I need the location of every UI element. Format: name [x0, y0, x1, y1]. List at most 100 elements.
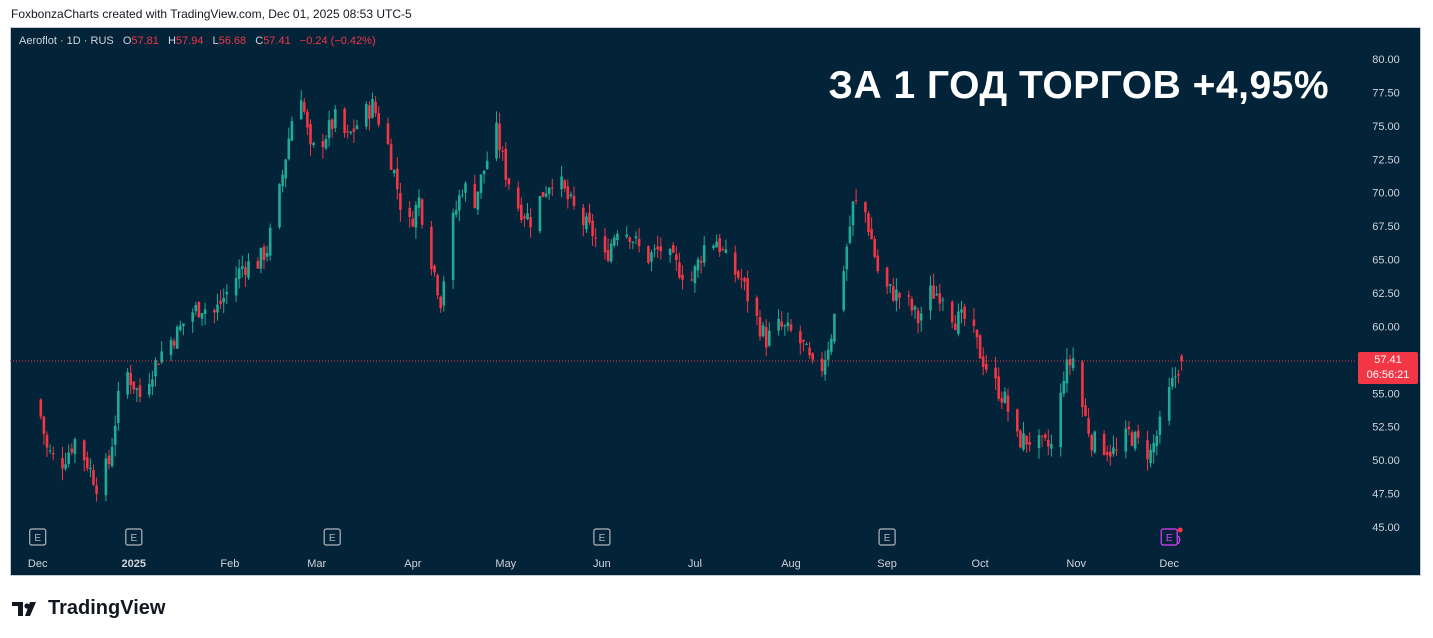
candle-body-213 [960, 309, 963, 313]
chart-pane[interactable] [10, 27, 1421, 576]
candle-body-193 [873, 238, 876, 257]
candle-body-199 [898, 293, 901, 298]
candle-body-98 [461, 194, 464, 196]
candle-body-236 [1062, 381, 1066, 394]
candle-body-74 [355, 125, 359, 129]
candle-body-38 [200, 313, 204, 319]
candle-body-113 [526, 213, 529, 220]
candle-body-170 [777, 318, 780, 331]
candle-body-95 [451, 212, 455, 281]
candle-body-175 [799, 331, 802, 344]
candle-body-259 [1158, 416, 1162, 436]
candle-body-101 [476, 191, 480, 210]
earnings-marker-4 [878, 528, 896, 546]
candle-body-189 [854, 199, 858, 201]
candle-body-223 [1003, 391, 1007, 403]
candle-body-96 [454, 210, 458, 215]
high-value: 57.94 [175, 35, 204, 47]
candle-body-183 [830, 338, 833, 352]
candle-body-81 [389, 144, 393, 170]
dividend-curve-icon [1177, 535, 1181, 545]
candle-body-156 [715, 241, 718, 248]
earnings-marker-0 [29, 528, 47, 546]
candle-body-103 [482, 170, 486, 175]
candle-body-146 [671, 245, 675, 253]
candle-body-148 [678, 262, 681, 278]
candle-body-0 [39, 399, 43, 417]
open-label: O [122, 35, 132, 47]
candle-body-104 [485, 160, 489, 169]
candle-body-133 [613, 237, 616, 246]
candle-body-257 [1152, 442, 1155, 453]
y-tick-label-12: 75.00 [1372, 121, 1400, 133]
candle-body-169 [768, 330, 771, 346]
candle-body-14 [95, 485, 98, 494]
candle-body-204 [919, 313, 923, 321]
candle-body-144 [659, 246, 663, 252]
y-tick-label-1: 47.50 [1372, 489, 1400, 501]
candle-body-238 [1068, 359, 1072, 366]
symbol-label[interactable]: Aeroflot · 1D · RUS [19, 35, 114, 47]
candle-body-132 [609, 243, 613, 262]
candle-body-138 [634, 236, 638, 239]
candle-body-91 [433, 265, 436, 273]
candle-body-162 [740, 278, 743, 280]
candle-body-240 [1081, 362, 1084, 408]
candle-body-116 [541, 192, 545, 198]
candle-body-181 [823, 360, 827, 375]
candle-body-78 [374, 101, 377, 114]
candle-body-83 [396, 168, 399, 190]
candle-body-176 [802, 339, 805, 342]
candle-body-24 [138, 385, 142, 397]
candle-body-149 [681, 274, 684, 280]
candle-body-71 [346, 131, 349, 133]
candle-body-200 [907, 295, 911, 297]
candle-body-135 [625, 234, 628, 237]
candle-body-94 [442, 281, 446, 306]
candle-body-89 [420, 199, 424, 225]
candle-body-197 [892, 286, 895, 301]
candle-body-153 [699, 260, 703, 263]
candle-body-262 [1174, 376, 1177, 378]
candlestick-chart[interactable]: 45.0047.5050.0052.5055.0057.5060.0062.50… [10, 27, 1421, 576]
candle-body-247 [1109, 451, 1112, 457]
candle-body-264 [1180, 355, 1183, 362]
candle-body-115 [538, 196, 542, 232]
y-tick-label-11: 72.50 [1372, 154, 1400, 166]
candle-body-9 [73, 439, 77, 454]
candle-body-190 [864, 202, 867, 213]
candle-body-224 [1006, 395, 1010, 412]
candle-body-173 [786, 322, 790, 327]
candle-body-114 [529, 217, 532, 228]
tradingview-logo[interactable]: TradingView [12, 597, 165, 620]
candle-body-205 [929, 285, 932, 311]
x-tick-label-6: Jun [593, 558, 611, 570]
candle-body-34 [182, 323, 185, 327]
candle-body-26 [151, 379, 154, 387]
candle-body-209 [941, 299, 945, 301]
candle-body-167 [761, 325, 765, 337]
earnings-marker-label-2: E [329, 533, 336, 544]
y-tick-label-0: 45.00 [1372, 522, 1400, 534]
candle-body-82 [392, 170, 396, 174]
candle-body-263 [1177, 373, 1180, 376]
last-price-value: 57.41 [1374, 354, 1402, 366]
candle-body-241 [1084, 405, 1087, 416]
candle-body-242 [1087, 418, 1090, 434]
candle-body-4 [51, 453, 55, 455]
candle-body-69 [334, 109, 337, 129]
candle-body-25 [148, 383, 151, 395]
candle-body-75 [365, 104, 368, 127]
x-tick-label-5: May [495, 558, 516, 570]
candle-body-8 [70, 448, 74, 453]
candle-body-217 [978, 335, 982, 359]
candle-body-155 [712, 245, 715, 249]
y-tick-label-7: 62.50 [1372, 288, 1400, 300]
candle-body-2 [45, 434, 49, 448]
candle-body-92 [436, 275, 439, 296]
y-tick-label-10: 70.00 [1372, 188, 1400, 200]
candle-body-202 [913, 306, 917, 310]
candle-body-5 [61, 458, 64, 469]
candle-body-41 [216, 304, 219, 313]
candle-body-254 [1136, 430, 1140, 438]
